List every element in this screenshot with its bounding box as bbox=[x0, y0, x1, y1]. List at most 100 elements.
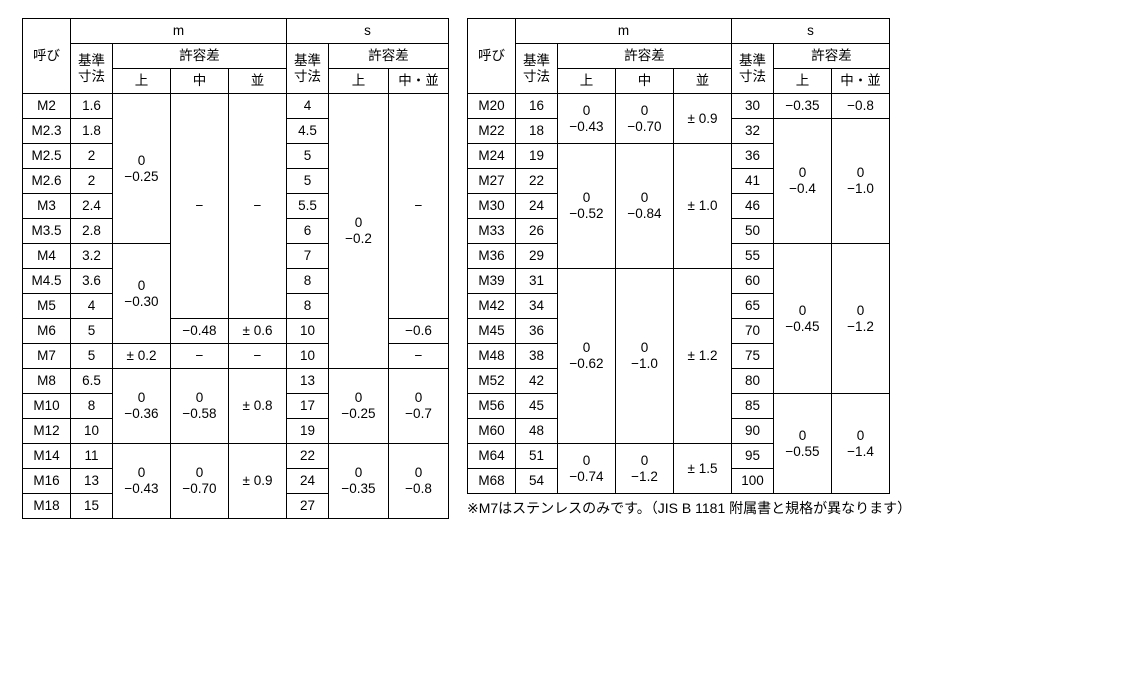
cell-mb: 2.8 bbox=[71, 219, 113, 244]
cell-mu: 0 −0.74 bbox=[558, 444, 616, 494]
col-nami: 並 bbox=[229, 69, 287, 94]
cell-sb: 90 bbox=[732, 419, 774, 444]
cell-mn: ± 1.2 bbox=[674, 269, 732, 444]
cell-sb: 46 bbox=[732, 194, 774, 219]
cell-sb: 85 bbox=[732, 394, 774, 419]
cell-su: 0 −0.4 bbox=[774, 119, 832, 244]
cell-smn: − bbox=[389, 94, 449, 319]
cell-mu: 0 −0.36 bbox=[113, 369, 171, 444]
cell-name: M2 bbox=[23, 94, 71, 119]
cell-mn: ± 0.6 bbox=[229, 319, 287, 344]
cell-mb: 8 bbox=[71, 394, 113, 419]
cell-mb: 5 bbox=[71, 319, 113, 344]
col-s: s bbox=[287, 19, 449, 44]
tables-wrap: 呼び m s 基準 寸法 許容差 基準 寸法 許容差 上 中 並 上 中・並 M… bbox=[22, 18, 1103, 519]
cell-mb: 18 bbox=[516, 119, 558, 144]
cell-mn: ± 0.9 bbox=[229, 444, 287, 519]
cell-name: M48 bbox=[468, 344, 516, 369]
cell-mn: ± 1.0 bbox=[674, 144, 732, 269]
cell-mb: 19 bbox=[516, 144, 558, 169]
cell-name: M20 bbox=[468, 94, 516, 119]
cell-sb: 65 bbox=[732, 294, 774, 319]
cell-sb: 100 bbox=[732, 469, 774, 494]
cell-sb: 30 bbox=[732, 94, 774, 119]
cell-mb: 6.5 bbox=[71, 369, 113, 394]
cell-sb: 5 bbox=[287, 169, 329, 194]
cell-name: M36 bbox=[468, 244, 516, 269]
cell-mb: 16 bbox=[516, 94, 558, 119]
cell-sb: 4.5 bbox=[287, 119, 329, 144]
col-smn: 中・並 bbox=[389, 69, 449, 94]
cell-mb: 48 bbox=[516, 419, 558, 444]
col-smn: 中・並 bbox=[832, 69, 890, 94]
cell-sb: 17 bbox=[287, 394, 329, 419]
cell-sb: 8 bbox=[287, 269, 329, 294]
cell-smn: −0.8 bbox=[832, 94, 890, 119]
col-s: s bbox=[732, 19, 890, 44]
cell-name: M45 bbox=[468, 319, 516, 344]
cell-sb: 4 bbox=[287, 94, 329, 119]
cell-mb: 11 bbox=[71, 444, 113, 469]
cell-mb: 22 bbox=[516, 169, 558, 194]
cell-sb: 27 bbox=[287, 494, 329, 519]
cell-name: M30 bbox=[468, 194, 516, 219]
cell-sb: 50 bbox=[732, 219, 774, 244]
cell-sb: 24 bbox=[287, 469, 329, 494]
cell-sb: 8 bbox=[287, 294, 329, 319]
cell-su: 0 −0.55 bbox=[774, 394, 832, 494]
cell-mb: 15 bbox=[71, 494, 113, 519]
cell-sb: 75 bbox=[732, 344, 774, 369]
cell-name: M64 bbox=[468, 444, 516, 469]
cell-mb: 1.6 bbox=[71, 94, 113, 119]
cell-name: M56 bbox=[468, 394, 516, 419]
cell-smn: −0.6 bbox=[389, 319, 449, 344]
cell-mb: 13 bbox=[71, 469, 113, 494]
col-su: 上 bbox=[329, 69, 389, 94]
cell-mm: − bbox=[171, 344, 229, 369]
cell-mb: 2 bbox=[71, 144, 113, 169]
cell-name: M18 bbox=[23, 494, 71, 519]
cell-name: M4 bbox=[23, 244, 71, 269]
col-mid: 中 bbox=[171, 69, 229, 94]
cell-mb: 4 bbox=[71, 294, 113, 319]
cell-sb: 55 bbox=[732, 244, 774, 269]
cell-name: M10 bbox=[23, 394, 71, 419]
col-m: m bbox=[71, 19, 287, 44]
col-m-tol: 許容差 bbox=[558, 44, 732, 69]
cell-mb: 3.6 bbox=[71, 269, 113, 294]
cell-name: M2.6 bbox=[23, 169, 71, 194]
cell-mb: 31 bbox=[516, 269, 558, 294]
cell-sb: 5 bbox=[287, 144, 329, 169]
cell-mm: 0 −0.58 bbox=[171, 369, 229, 444]
cell-name: M4.5 bbox=[23, 269, 71, 294]
col-s-base: 基準 寸法 bbox=[287, 44, 329, 94]
cell-sb: 36 bbox=[732, 144, 774, 169]
cell-mu: 0 −0.25 bbox=[113, 94, 171, 244]
cell-mu: 0 −0.43 bbox=[113, 444, 171, 519]
cell-name: M2.5 bbox=[23, 144, 71, 169]
cell-smn: 0 −0.8 bbox=[389, 444, 449, 519]
cell-name: M2.3 bbox=[23, 119, 71, 144]
col-m-base: 基準 寸法 bbox=[516, 44, 558, 94]
cell-sb: 7 bbox=[287, 244, 329, 269]
cell-mb: 5 bbox=[71, 344, 113, 369]
cell-mb: 2.4 bbox=[71, 194, 113, 219]
cell-name: M42 bbox=[468, 294, 516, 319]
cell-su: −0.35 bbox=[774, 94, 832, 119]
tolerance-table-left: 呼び m s 基準 寸法 許容差 基準 寸法 許容差 上 中 並 上 中・並 M… bbox=[22, 18, 449, 519]
cell-mu: 0 −0.43 bbox=[558, 94, 616, 144]
cell-mb: 45 bbox=[516, 394, 558, 419]
cell-mu: 0 −0.30 bbox=[113, 244, 171, 344]
cell-su: 0 −0.2 bbox=[329, 94, 389, 369]
cell-sb: 10 bbox=[287, 319, 329, 344]
cell-smn: 0 −0.7 bbox=[389, 369, 449, 444]
cell-name: M5 bbox=[23, 294, 71, 319]
cell-sb: 6 bbox=[287, 219, 329, 244]
cell-mb: 36 bbox=[516, 319, 558, 344]
cell-name: M3.5 bbox=[23, 219, 71, 244]
cell-sb: 60 bbox=[732, 269, 774, 294]
cell-sb: 22 bbox=[287, 444, 329, 469]
col-name: 呼び bbox=[23, 19, 71, 94]
col-m-tol: 許容差 bbox=[113, 44, 287, 69]
cell-mb: 26 bbox=[516, 219, 558, 244]
